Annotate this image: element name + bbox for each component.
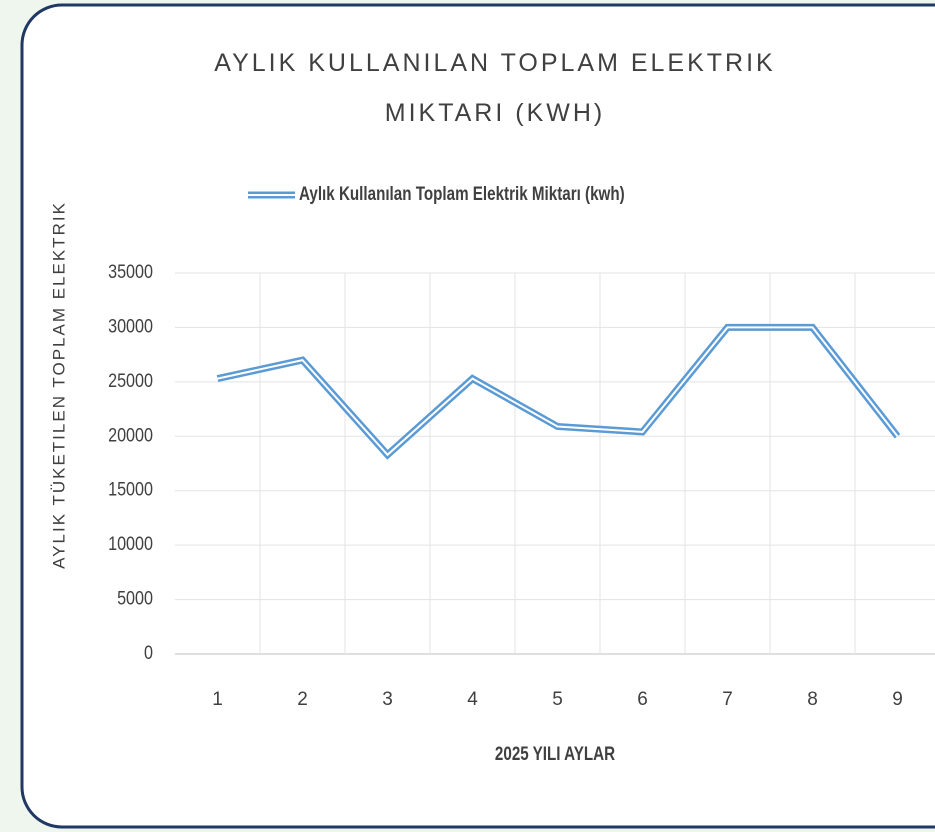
x-tick-label: 1 (212, 689, 223, 710)
chart-title: AYLIK KULLANILAN TOPLAM ELEKTRIK MIKTARI… (214, 49, 776, 127)
y-tick-label: 15000 (108, 478, 153, 500)
x-tick-label: 4 (467, 689, 478, 710)
legend-label: Aylık Kullanılan Toplam Elektrik Miktarı… (299, 182, 625, 204)
x-tick-label: 5 (552, 689, 563, 710)
data-line-highlight (217, 326, 899, 457)
y-tick-label: 10000 (108, 533, 153, 555)
x-tick-label: 9 (892, 689, 903, 710)
x-tick-label: 6 (637, 689, 648, 710)
y-tick-label: 30000 (108, 315, 153, 337)
chart-frame (20, 3, 935, 829)
y-axis-label: AYLIK TÜKETILEN TOPLAM ELEKTRIK (49, 201, 68, 569)
y-tick-label: 25000 (108, 370, 153, 392)
x-tick-label: 7 (722, 689, 733, 710)
x-tick-label: 3 (382, 689, 393, 710)
x-axis-label: 2025 YILI AYLAR (495, 742, 616, 764)
x-tick-label: 8 (807, 689, 818, 710)
y-tick-label: 0 (144, 642, 153, 664)
y-tick-label: 35000 (108, 261, 153, 283)
y-tick-label: 5000 (117, 587, 153, 609)
y-tick-label: 20000 (108, 424, 153, 446)
x-tick-label: 2 (297, 689, 308, 710)
